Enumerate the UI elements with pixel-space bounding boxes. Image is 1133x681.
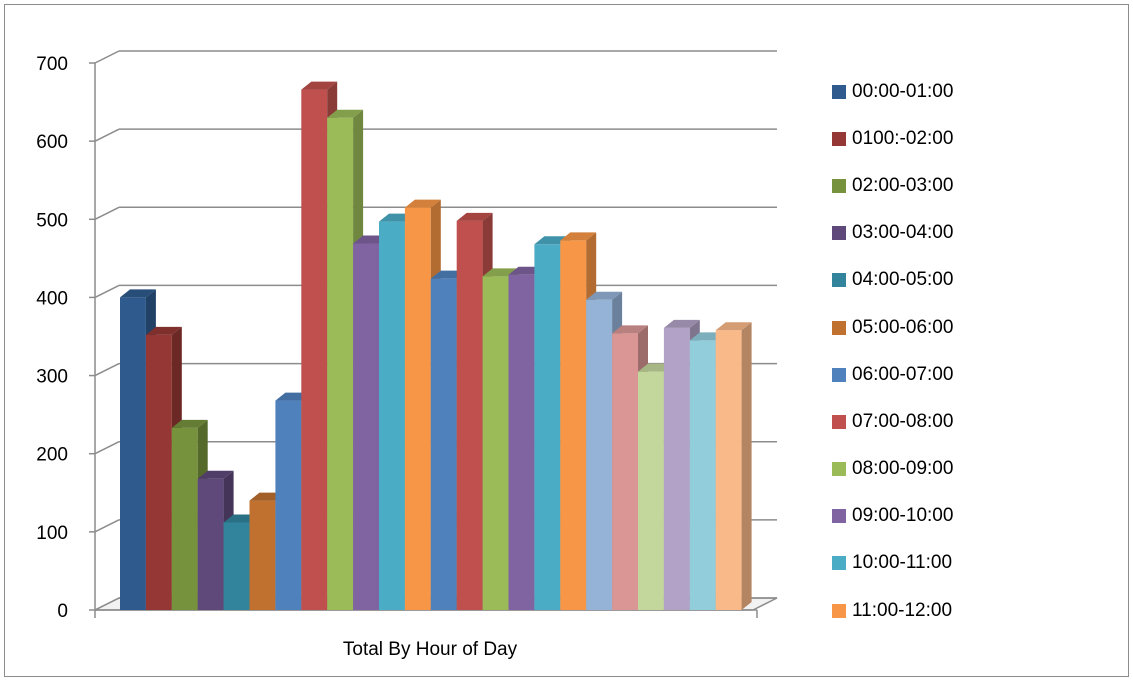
gridline-depth xyxy=(94,519,120,533)
legend-swatch xyxy=(832,509,846,524)
legend-item: 07:00-08:00 xyxy=(832,398,1122,445)
y-tick-label: 600 xyxy=(36,132,68,153)
bar-front xyxy=(534,244,561,610)
y-tick-label: 200 xyxy=(36,445,68,466)
legend-label: 03:00-04:00 xyxy=(852,222,954,244)
bar-front xyxy=(612,333,638,610)
legend-swatch xyxy=(832,414,846,429)
bar-front xyxy=(560,240,587,611)
legend-swatch xyxy=(832,131,846,146)
legend-label: 05:00-06:00 xyxy=(852,316,954,338)
bar-front xyxy=(638,371,664,610)
y-tick-label: 500 xyxy=(36,210,68,231)
gridline-depth xyxy=(94,128,120,142)
legend-item: 00:00-01:00 xyxy=(832,68,1122,115)
bar-front xyxy=(120,297,146,610)
legend-label: 09:00-10:00 xyxy=(852,505,954,527)
bar-front xyxy=(508,274,535,610)
bar-front xyxy=(145,334,172,610)
legend-swatch xyxy=(832,367,846,382)
bar-top xyxy=(715,322,752,331)
gridline-depth xyxy=(94,50,120,64)
bar-top xyxy=(171,419,208,428)
bar-front xyxy=(430,278,457,610)
legend-item: 03:00-04:00 xyxy=(832,210,1122,257)
legend-label: 02:00-03:00 xyxy=(852,174,954,196)
legend-swatch xyxy=(832,556,846,571)
y-tick-label: 300 xyxy=(36,367,68,388)
bar-top xyxy=(327,109,364,118)
y-tick-label: 700 xyxy=(36,54,68,75)
legend-label: 04:00-05:00 xyxy=(852,269,954,291)
y-tick-labels: 0 100 200 300 400 500 600 700 xyxy=(36,54,68,622)
legend-label: 07:00-08:00 xyxy=(852,410,954,432)
legend-label: 08:00-09:00 xyxy=(852,458,954,480)
legend-item: 0100:-02:00 xyxy=(832,115,1122,162)
legend-label: 11:00-12:00 xyxy=(852,599,953,621)
legend-item: 09:00-10:00 xyxy=(832,493,1122,540)
bar-top xyxy=(145,326,182,335)
legend-item: 02:00-03:00 xyxy=(832,162,1122,209)
legend-label: 0100:-02:00 xyxy=(852,127,954,149)
bar-top xyxy=(301,81,338,90)
x-category-label: Total By Hour of Day xyxy=(342,639,518,660)
legend-swatch xyxy=(832,320,846,335)
bar xyxy=(715,322,752,610)
bar-front xyxy=(482,276,509,610)
legend-swatch xyxy=(832,273,846,288)
bar-top xyxy=(560,232,597,241)
gridline-depth xyxy=(94,441,120,455)
bar-front xyxy=(197,478,224,610)
bar-front xyxy=(663,327,690,610)
legend-swatch xyxy=(832,603,846,618)
bar-front xyxy=(586,299,613,610)
legend-item: 08:00-09:00 xyxy=(832,446,1122,493)
legend-label: 06:00-07:00 xyxy=(852,363,954,385)
legend-label: 10:00-11:00 xyxy=(852,552,953,574)
bar-top xyxy=(120,289,156,298)
bar-front xyxy=(249,500,276,610)
legend-item: 04:00-05:00 xyxy=(832,257,1122,304)
bar-top xyxy=(197,470,234,479)
gridline-depth xyxy=(94,597,120,611)
gridline-depth xyxy=(94,362,120,377)
bar-front xyxy=(404,207,431,611)
gridline-depth xyxy=(94,206,120,220)
bars-layer xyxy=(120,81,752,611)
bar-front xyxy=(327,117,354,610)
y-tick-label: 100 xyxy=(36,523,68,544)
legend-item: 10:00-11:00 xyxy=(832,540,1122,587)
bar-front xyxy=(223,522,250,610)
legend: 00:00-01:00 0100:-02:00 02:00-03:00 03:00-0… xyxy=(832,68,1122,634)
bar-front xyxy=(353,243,379,610)
bar-front xyxy=(715,330,742,610)
bar-front xyxy=(456,220,483,610)
legend-swatch xyxy=(832,178,846,193)
bar-top xyxy=(456,212,493,221)
legend-swatch xyxy=(832,226,846,241)
bar-front xyxy=(689,340,716,610)
bar-top xyxy=(586,291,623,300)
y-tick-label: 0 xyxy=(57,601,68,622)
bar-front xyxy=(301,89,328,610)
legend-swatch xyxy=(832,84,846,99)
bar-front xyxy=(379,221,405,610)
bar-top xyxy=(663,319,700,328)
legend-label: 00:00-01:00 xyxy=(852,80,954,102)
legend-item: 11:00-12:00 xyxy=(832,587,1122,634)
legend-swatch xyxy=(832,462,846,477)
legend-item: 05:00-06:00 xyxy=(832,304,1122,351)
bar-top xyxy=(612,325,648,334)
bar-side xyxy=(741,322,752,610)
legend-item: 06:00-07:00 xyxy=(832,351,1122,398)
bar-top xyxy=(404,199,441,208)
y-tick-label: 400 xyxy=(36,288,68,309)
bar-front xyxy=(171,427,198,610)
bar-front xyxy=(275,400,302,610)
gridline-depth xyxy=(94,284,120,299)
